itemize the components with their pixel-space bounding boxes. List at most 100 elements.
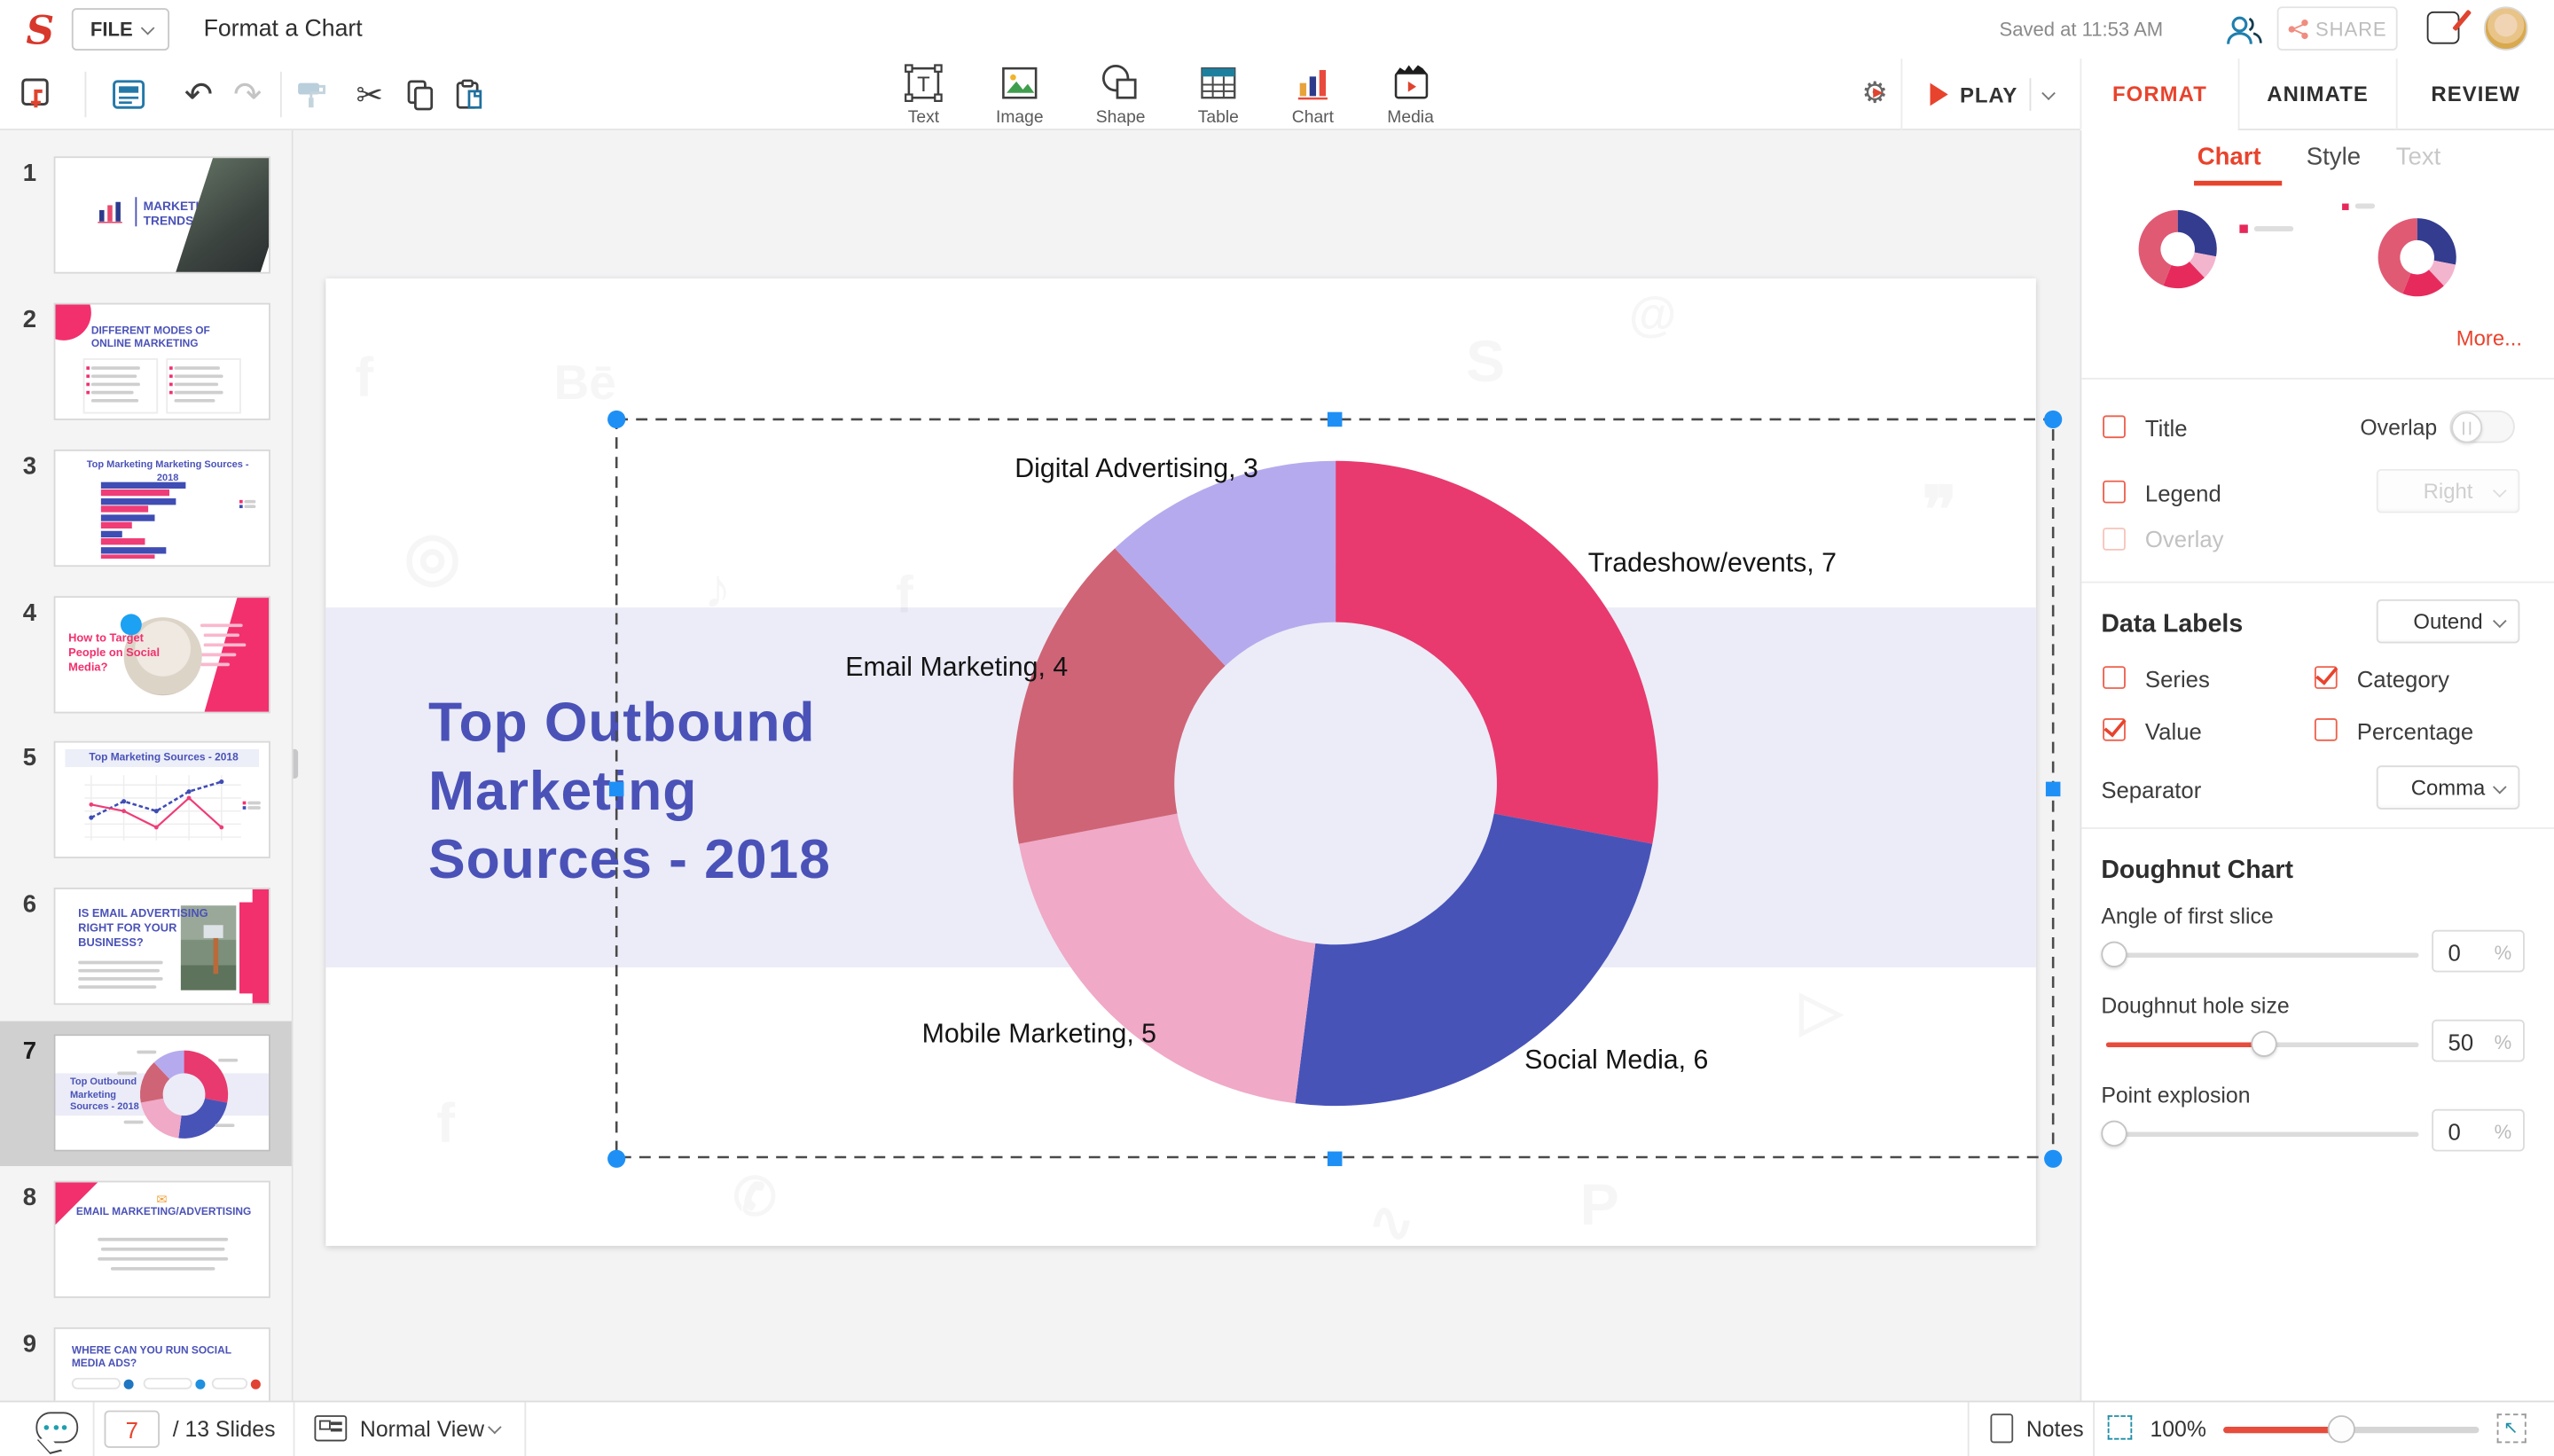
view-mode-selector[interactable]: Normal View [359, 1416, 485, 1442]
share-button[interactable]: SHARE [2276, 6, 2398, 51]
slide-layout-button[interactable] [107, 74, 150, 116]
title-checkbox[interactable] [2103, 415, 2126, 439]
donut-slice[interactable] [2428, 260, 2456, 286]
slide-thumbnail-3[interactable]: Top Marketing Marketing Sources - 2018 [53, 449, 270, 568]
toolbar: ↶ ↷ ✂ T Text Image [0, 59, 2554, 130]
doughnut-chart[interactable] [1010, 458, 1662, 1109]
series-checkbox[interactable] [2103, 666, 2126, 689]
feedback-icon[interactable] [2426, 11, 2460, 44]
overlap-toggle[interactable] [2449, 410, 2515, 443]
slide-thumbnail-6[interactable]: IS EMAIL ADVERTISING RIGHT FOR YOUR BUSI… [53, 888, 270, 1006]
donut-slice[interactable] [2378, 218, 2417, 294]
slide-editing-surface[interactable]: fBēS@◎♪f❞Pt▷fP✆∿ Top Outbound Marketing … [325, 278, 2036, 1247]
category-checkbox[interactable] [2314, 666, 2338, 689]
tab-format[interactable]: FORMAT [2080, 59, 2238, 130]
donut-slice[interactable] [2417, 218, 2456, 265]
slide-thumbnail-7[interactable]: Top Outbound Marketing Sources - 2018 [53, 1034, 270, 1152]
copy-icon[interactable] [399, 74, 442, 116]
donut-slice[interactable] [2138, 209, 2178, 286]
file-menu-button[interactable]: FILE [71, 8, 170, 51]
separator-dropdown[interactable]: Comma [2376, 765, 2520, 810]
donut-slice[interactable] [1018, 813, 1316, 1104]
donut-slice[interactable] [184, 1050, 229, 1103]
angle-value-field[interactable]: 0 % [2432, 929, 2525, 973]
value-checkbox[interactable] [2103, 717, 2126, 741]
donut-slice[interactable] [178, 1098, 228, 1139]
panel-resize-gripper[interactable] [293, 748, 299, 779]
slideshow-settings-icon[interactable]: ⚙ [1861, 76, 1888, 110]
angle-slider-knob[interactable] [2101, 941, 2127, 967]
insert-chart-button[interactable]: Chart [1265, 62, 1360, 127]
donut-slice[interactable] [1336, 460, 1658, 844]
data-labels-position-dropdown[interactable]: Outend [2376, 599, 2520, 644]
insert-text-button[interactable]: T Text [876, 62, 971, 127]
legend-checkbox[interactable] [2103, 480, 2126, 504]
insert-table-button[interactable]: Table [1171, 62, 1266, 127]
view-mode-chevron-icon[interactable] [488, 1420, 502, 1435]
donut-slice[interactable] [2189, 252, 2216, 278]
overlay-checkbox[interactable] [2103, 528, 2126, 551]
hole-size-slider[interactable] [2105, 1030, 2419, 1058]
table-tool-icon [1171, 62, 1266, 105]
legend-position-dropdown[interactable]: Right [2376, 468, 2520, 513]
hole-size-slider-knob[interactable] [2251, 1030, 2277, 1058]
point-explosion-label: Point explosion [2101, 1083, 2251, 1108]
donut-slice[interactable] [2402, 270, 2444, 297]
resize-handle-e[interactable] [2045, 781, 2061, 797]
fit-to-screen-icon[interactable] [2496, 1413, 2527, 1444]
format-painter-icon[interactable] [290, 74, 333, 116]
resize-handle-ne[interactable] [2044, 410, 2063, 429]
subtab-chart[interactable]: Chart [2197, 143, 2261, 171]
more-chart-styles-link[interactable]: More... [2456, 325, 2523, 350]
app-logo[interactable]: S [26, 6, 55, 54]
insert-shape-button[interactable]: Shape [1073, 62, 1168, 127]
donut-slice[interactable] [139, 1062, 170, 1103]
point-explosion-value-field[interactable]: 0 % [2432, 1108, 2525, 1152]
top-bar: S FILE Format a Chart Saved at 11:53 AM … [0, 0, 2554, 59]
slide-thumbnail-9[interactable]: WHERE CAN YOU RUN SOCIAL MEDIA ADS? [53, 1327, 270, 1401]
slide-thumbnail-5[interactable]: Top Marketing Sources - 2018 [53, 740, 270, 858]
slide-thumbnail-2[interactable]: DIFFERENT MODES OF ONLINE MARKETING [53, 302, 270, 420]
hole-size-value-field[interactable]: 50 % [2432, 1019, 2525, 1062]
new-slide-button[interactable] [16, 74, 59, 116]
subtab-style[interactable]: Style [2306, 143, 2362, 171]
collaborators-icon[interactable] [2225, 13, 2264, 46]
insert-media-button[interactable]: Media [1363, 62, 1458, 127]
zoom-slider-knob[interactable] [2327, 1415, 2355, 1444]
point-explosion-slider-knob[interactable] [2101, 1120, 2127, 1147]
tab-review[interactable]: REVIEW [2395, 59, 2554, 130]
subtab-text[interactable]: Text [2395, 143, 2441, 171]
avatar[interactable] [2483, 6, 2528, 51]
redo-button[interactable]: ↷ [232, 75, 262, 114]
paste-icon[interactable] [448, 74, 490, 116]
angle-slider[interactable] [2101, 941, 2419, 967]
donut-slice[interactable] [2177, 209, 2217, 257]
saved-status: Saved at 11:53 AM [1999, 18, 2164, 41]
angle-of-first-slice-label: Angle of first slice [2101, 904, 2274, 928]
percentage-checkbox[interactable] [2314, 717, 2338, 741]
insert-image-button[interactable]: Image [973, 62, 1068, 127]
comments-icon[interactable] [35, 1412, 79, 1444]
media-tool-icon [1363, 62, 1458, 105]
undo-button[interactable]: ↶ [184, 75, 214, 114]
cut-icon[interactable]: ✂ [356, 77, 384, 114]
play-button[interactable]: PLAY [1900, 59, 2080, 130]
zoom-slider[interactable] [2223, 1415, 2480, 1444]
play-options-chevron-icon[interactable] [2041, 86, 2056, 101]
donut-slice[interactable] [2163, 262, 2205, 289]
donut-slice[interactable] [153, 1050, 184, 1079]
slide-number: 4 [22, 599, 37, 628]
notes-button[interactable]: Notes [2025, 1416, 2084, 1442]
slide-thumbnail-8[interactable]: ✉ EMAIL MARKETING/ADVERTISING [53, 1180, 270, 1298]
chart-style-thumb-2[interactable] [2377, 216, 2458, 298]
donut-slice[interactable] [140, 1098, 182, 1139]
snap-grid-icon[interactable] [2107, 1415, 2133, 1440]
tab-animate[interactable]: ANIMATE [2237, 59, 2396, 130]
resize-handle-se[interactable] [2044, 1149, 2063, 1168]
slide-thumbnail-1[interactable]: MARKETING TRENDS [53, 156, 270, 274]
slide-title-text[interactable]: Top Outbound Marketing Sources - 2018 [428, 692, 831, 891]
chart-style-thumb-1[interactable] [2137, 208, 2219, 290]
point-explosion-slider[interactable] [2101, 1120, 2419, 1147]
slide-thumbnail-4[interactable]: How to Target People on Social Media? [53, 596, 270, 714]
current-slide-input[interactable]: 7 [104, 1410, 160, 1448]
